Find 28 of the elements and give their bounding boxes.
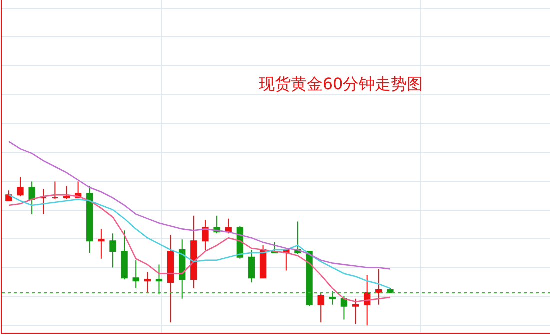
candlestick <box>98 228 105 260</box>
candlestick <box>167 234 174 324</box>
candlestick <box>17 176 24 198</box>
candlestick <box>364 274 371 326</box>
candlestick <box>63 186 70 200</box>
candlestick <box>294 221 302 255</box>
candlestick <box>156 264 163 295</box>
candlestick <box>248 249 256 284</box>
candlestick <box>40 188 47 215</box>
candlestick <box>340 295 348 320</box>
candlestick <box>110 233 116 268</box>
candlestick <box>179 239 186 300</box>
chart-title: 现货黄金60分钟走势图 <box>258 74 424 94</box>
candlestick <box>121 230 128 280</box>
candlestick <box>352 298 360 325</box>
candlestick <box>86 186 94 254</box>
candlestick <box>202 220 209 250</box>
candlestick <box>52 181 59 200</box>
candlestick <box>144 272 151 294</box>
candlestick <box>306 250 313 307</box>
candlestick <box>225 218 232 234</box>
candlestick <box>132 260 140 290</box>
candlestick <box>376 268 382 306</box>
candlestick <box>6 190 12 202</box>
candlestick <box>28 181 36 215</box>
candlestick <box>190 215 198 290</box>
candlestick <box>329 291 336 306</box>
candlestick <box>318 292 324 324</box>
